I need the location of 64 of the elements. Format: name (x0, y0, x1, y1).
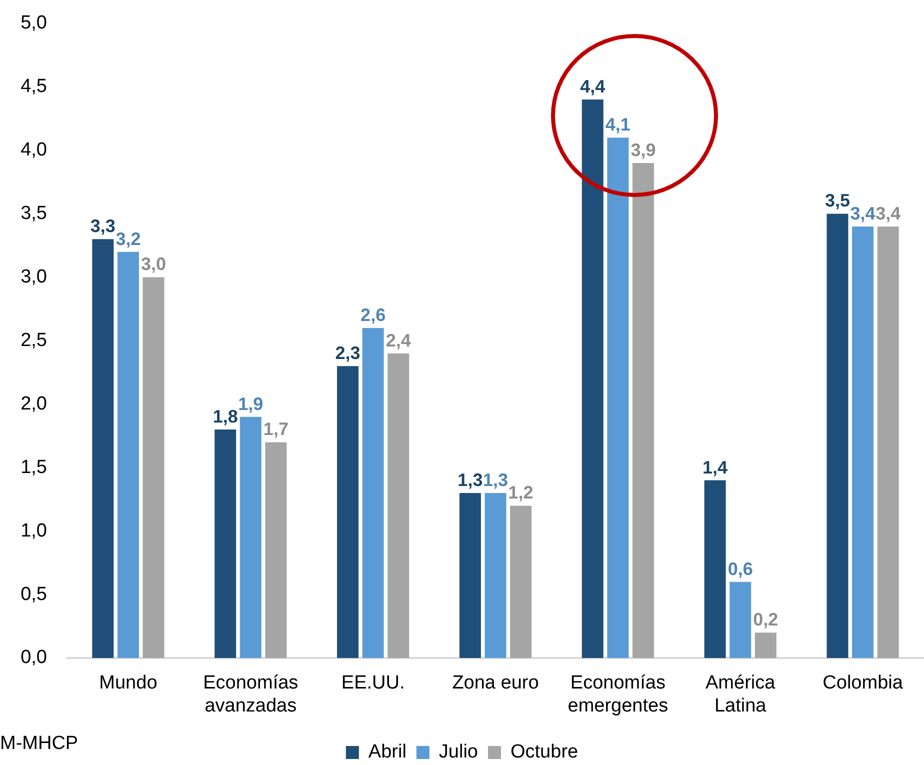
bar (459, 493, 481, 658)
y-tick-label: 0,0 (20, 647, 47, 668)
data-label: 3,4 (850, 203, 876, 224)
data-label: 3,3 (90, 216, 116, 236)
y-tick-label: 4,5 (20, 76, 47, 98)
data-label: 2,6 (360, 304, 386, 325)
bar (484, 493, 506, 658)
legend-label: Abril (368, 742, 406, 763)
data-label: 0,2 (753, 610, 778, 630)
y-tick-label: 0,5 (20, 584, 47, 605)
bar (877, 226, 899, 658)
bar (362, 328, 384, 658)
data-label: 1,3 (458, 470, 483, 490)
bar (265, 442, 287, 658)
data-label: 0,6 (728, 558, 753, 579)
bar (852, 226, 874, 658)
data-label: 1,3 (482, 470, 508, 490)
data-label: 2,3 (335, 343, 360, 364)
bar (92, 239, 114, 658)
bar (240, 416, 262, 658)
bar (754, 632, 776, 658)
data-label: 1,7 (263, 419, 288, 440)
data-label: 1,8 (212, 406, 238, 427)
bar (607, 138, 629, 658)
data-label: 4,1 (605, 114, 630, 135)
bar (704, 480, 726, 658)
x-tick-label: Economías emergentes (568, 672, 668, 716)
x-tick-label: Zona euro (452, 672, 539, 694)
bar (632, 163, 654, 658)
y-tick-label: 3,5 (20, 203, 47, 224)
legend-label: Julio (438, 742, 478, 763)
x-tick-label: EE.UU. (341, 672, 405, 694)
bar (730, 582, 752, 658)
data-label: 3,2 (116, 228, 141, 249)
y-tick-label: 2,0 (20, 393, 47, 414)
data-label: 1,9 (238, 394, 264, 414)
bar (117, 252, 139, 658)
y-tick-label: 1,5 (20, 456, 47, 478)
bar (142, 277, 164, 658)
data-label: 3,9 (630, 140, 656, 160)
x-tick-label: Colombia (822, 672, 904, 694)
data-label: 1,2 (508, 482, 534, 503)
data-label: 1,4 (702, 457, 728, 478)
x-tick-label: América Latina (706, 672, 776, 716)
data-label: 4,4 (580, 76, 606, 97)
y-tick-label: 3,0 (20, 266, 47, 288)
legend-label: Octubre (510, 742, 578, 763)
bar (510, 506, 532, 658)
bar (337, 366, 359, 658)
bar (826, 214, 848, 658)
x-tick-label: Mundo (99, 672, 158, 694)
data-label: 2,4 (386, 330, 411, 350)
data-label: 3,0 (141, 254, 166, 274)
bar (214, 430, 236, 658)
data-label: 3,4 (876, 203, 901, 224)
x-tick-label: Economías avanzadas (203, 672, 298, 716)
data-label: 3,5 (824, 190, 850, 211)
y-tick-label: 4,0 (20, 140, 47, 161)
y-tick-label: 5,0 (20, 12, 47, 34)
bar (388, 353, 410, 658)
bar (582, 100, 604, 658)
y-tick-label: 2,5 (20, 330, 47, 351)
y-tick-label: 1,0 (20, 520, 47, 542)
text: M-MHCP (0, 733, 78, 755)
